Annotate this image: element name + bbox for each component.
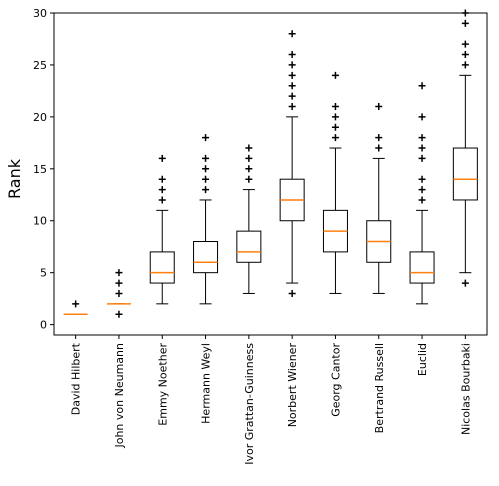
box	[193, 241, 219, 274]
y-tick-label: 25	[33, 59, 47, 72]
flier-point	[245, 165, 253, 173]
flier-point	[418, 134, 426, 142]
flier-point	[331, 123, 339, 131]
flier-point	[288, 51, 296, 59]
y-tick-label: 20	[33, 111, 47, 124]
box	[409, 251, 435, 284]
flier-point	[202, 175, 210, 183]
flier-point	[331, 102, 339, 110]
box	[149, 251, 175, 284]
x-tick-label: John von Neumann	[113, 343, 126, 449]
flier-point	[158, 175, 166, 183]
flier-point	[418, 186, 426, 194]
y-tick-label: 10	[33, 215, 47, 228]
x-tick-label: Ivor Grattan-Guinness	[243, 343, 256, 465]
flier-point	[461, 51, 469, 59]
flier-point	[288, 92, 296, 100]
flier-point	[331, 113, 339, 121]
flier-point	[202, 154, 210, 162]
x-tick-label: Nicolas Bourbaki	[459, 343, 472, 435]
flier-point	[461, 279, 469, 287]
flier-point	[418, 154, 426, 162]
flier-point	[288, 61, 296, 69]
flier-point	[461, 61, 469, 69]
flier-point	[245, 144, 253, 152]
y-tick-label: 0	[40, 319, 47, 332]
flier-point	[375, 144, 383, 152]
flier-point	[331, 134, 339, 142]
flier-point	[115, 279, 123, 287]
x-tick-label: David Hilbert	[70, 342, 83, 415]
y-axis-label: Rank	[5, 158, 24, 199]
flier-point	[202, 165, 210, 173]
flier-point	[331, 71, 339, 79]
flier-point	[288, 289, 296, 297]
plot-frame	[53, 12, 488, 336]
flier-point	[158, 196, 166, 204]
flier-point	[418, 113, 426, 121]
box	[236, 230, 262, 263]
flier-point	[202, 186, 210, 194]
y-tick-label: 15	[33, 163, 47, 176]
x-tick-label: Emmy Noether	[156, 343, 169, 426]
flier-point	[461, 9, 469, 17]
flier-point	[418, 82, 426, 90]
flier-point	[375, 134, 383, 142]
flier-point	[202, 134, 210, 142]
flier-point	[288, 30, 296, 38]
x-tick-label: Georg Cantor	[329, 343, 342, 417]
flier-point	[158, 154, 166, 162]
flier-point	[418, 175, 426, 183]
flier-point	[115, 269, 123, 277]
flier-point	[461, 19, 469, 27]
flier-point	[115, 289, 123, 297]
flier-point	[245, 154, 253, 162]
flier-point	[288, 82, 296, 90]
x-tick-label: Hermann Weyl	[200, 343, 213, 424]
x-tick-label: Norbert Wiener	[286, 343, 299, 428]
flier-point	[115, 310, 123, 318]
flier-point	[418, 144, 426, 152]
flier-point	[288, 71, 296, 79]
flier-point	[418, 196, 426, 204]
flier-point	[288, 102, 296, 110]
flier-point	[72, 300, 80, 308]
y-tick-label: 5	[40, 267, 47, 280]
x-tick-label: Euclid	[416, 343, 429, 376]
flier-point	[375, 102, 383, 110]
box	[452, 147, 478, 201]
x-tick-label: Bertrand Russell	[373, 343, 386, 433]
flier-point	[158, 186, 166, 194]
plot-area: 0 5 10 15 20 25 30 David Hilbert John von Neuman…	[33, 7, 488, 465]
y-tick-label: 30	[33, 7, 47, 20]
flier-point	[461, 40, 469, 48]
flier-point	[245, 175, 253, 183]
